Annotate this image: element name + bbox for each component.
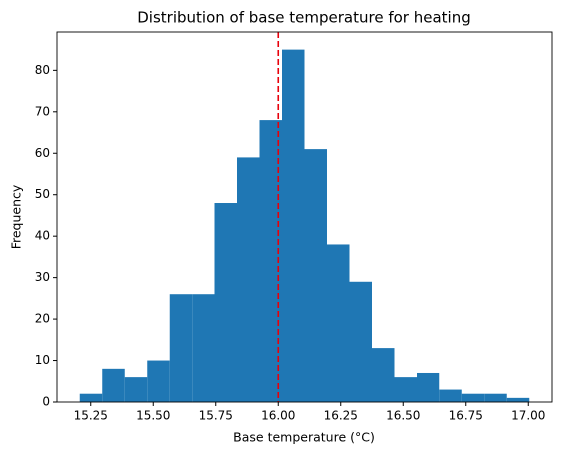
- y-tick-label: 80: [35, 63, 50, 77]
- bar: [147, 360, 170, 402]
- bar: [484, 393, 507, 402]
- bar: [394, 377, 417, 402]
- bar: [417, 372, 440, 402]
- bar: [372, 348, 395, 402]
- bar: [259, 120, 282, 402]
- bar: [79, 393, 103, 402]
- x-tick-label: 16.25: [324, 409, 358, 423]
- y-tick-label: 30: [35, 270, 50, 284]
- bar: [327, 244, 350, 402]
- y-axis-label: Frequency: [9, 184, 24, 249]
- y-tick-label: 10: [35, 353, 50, 367]
- x-axis-label: Base temperature (°C): [233, 430, 375, 445]
- bar: [237, 157, 260, 402]
- x-tick-label: 15.75: [199, 409, 233, 423]
- x-tick-label: 16.50: [386, 409, 420, 423]
- y-tick-label: 70: [35, 104, 50, 118]
- bar: [439, 389, 462, 402]
- plot-frame: [56, 31, 553, 403]
- x-tick-label: 16.75: [449, 409, 483, 423]
- y-tick-label: 60: [35, 146, 50, 160]
- bar: [192, 294, 215, 402]
- x-tick-label: 15.25: [74, 409, 108, 423]
- x-tick-label: 16.00: [261, 409, 295, 423]
- bar: [282, 49, 305, 402]
- x-tick-label: 15.50: [136, 409, 170, 423]
- bar: [124, 377, 148, 402]
- bar: [506, 397, 530, 402]
- y-tick-label: 50: [35, 187, 50, 201]
- bar: [461, 393, 485, 402]
- bar: [349, 281, 372, 402]
- y-tick-label: 40: [35, 229, 50, 243]
- x-tick-label: 17.00: [511, 409, 545, 423]
- y-tick-label: 20: [35, 312, 50, 326]
- bar: [214, 203, 237, 402]
- bar: [169, 294, 193, 402]
- bar: [304, 149, 327, 402]
- y-tick-label: 0: [42, 395, 50, 409]
- bar: [102, 368, 125, 402]
- chart-title: Distribution of base temperature for hea…: [137, 9, 470, 27]
